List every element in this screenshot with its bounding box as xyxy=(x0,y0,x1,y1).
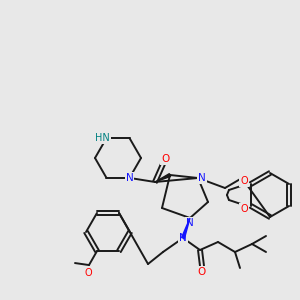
Text: O: O xyxy=(240,176,248,186)
Text: N: N xyxy=(126,173,134,183)
Text: O: O xyxy=(161,154,169,164)
Polygon shape xyxy=(182,218,190,238)
Text: O: O xyxy=(240,204,248,214)
Polygon shape xyxy=(155,174,171,182)
Text: HN: HN xyxy=(95,133,110,143)
Text: O: O xyxy=(198,267,206,277)
Text: O: O xyxy=(84,268,92,278)
Text: N: N xyxy=(179,233,187,243)
Text: N: N xyxy=(186,218,194,228)
Text: N: N xyxy=(198,173,206,183)
